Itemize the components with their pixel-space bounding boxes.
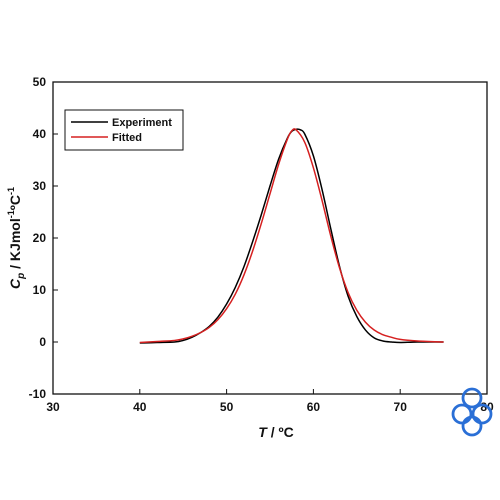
y-axis-subscript: p xyxy=(16,273,27,280)
x-axis-symbol: T xyxy=(258,424,268,440)
x-tick-label: 30 xyxy=(46,400,60,414)
logo-ring-right xyxy=(471,403,493,425)
y-axis-sup2: -1 xyxy=(6,187,16,195)
y-axis-unit: / KJmol xyxy=(7,218,23,272)
logo-ring-bottom xyxy=(461,415,483,437)
logo-ring-top xyxy=(461,387,483,409)
x-tick-label: 60 xyxy=(307,400,321,414)
legend-box xyxy=(64,109,184,151)
plot-frame xyxy=(52,81,488,395)
logo-ring-left xyxy=(451,403,473,425)
y-tick-label: 10 xyxy=(33,283,47,297)
x-axis-title: T / ºC xyxy=(258,424,293,440)
y-tick-label: 40 xyxy=(33,127,47,141)
legend: Experiment Fitted xyxy=(64,109,184,151)
series-line-fitted xyxy=(139,128,444,344)
x-tick-label: 40 xyxy=(133,400,147,414)
y-tick-label: 50 xyxy=(33,75,47,89)
x-axis-unit: / ºC xyxy=(267,424,294,440)
y-tick-label: 0 xyxy=(39,335,46,349)
y-axis-symbol: C xyxy=(7,278,23,289)
legend-label-fitted: Fitted xyxy=(112,132,142,144)
x-tick-label: 50 xyxy=(220,400,234,414)
watermark-logo xyxy=(451,387,493,437)
y-tick-label: 30 xyxy=(33,179,47,193)
y-axis-title: Cp / KJmol-1ºC-1 xyxy=(6,187,27,289)
y-axis-sup1: -1 xyxy=(6,210,16,218)
y-tick-label: 20 xyxy=(33,231,47,245)
series-layer xyxy=(139,128,444,344)
legend-label-experiment: Experiment xyxy=(112,117,172,129)
series-line-experiment xyxy=(139,128,444,344)
y-tick-label: -10 xyxy=(29,387,47,401)
x-tick-label: 70 xyxy=(394,400,408,414)
y-axis-unit-mid: ºC xyxy=(7,195,23,210)
